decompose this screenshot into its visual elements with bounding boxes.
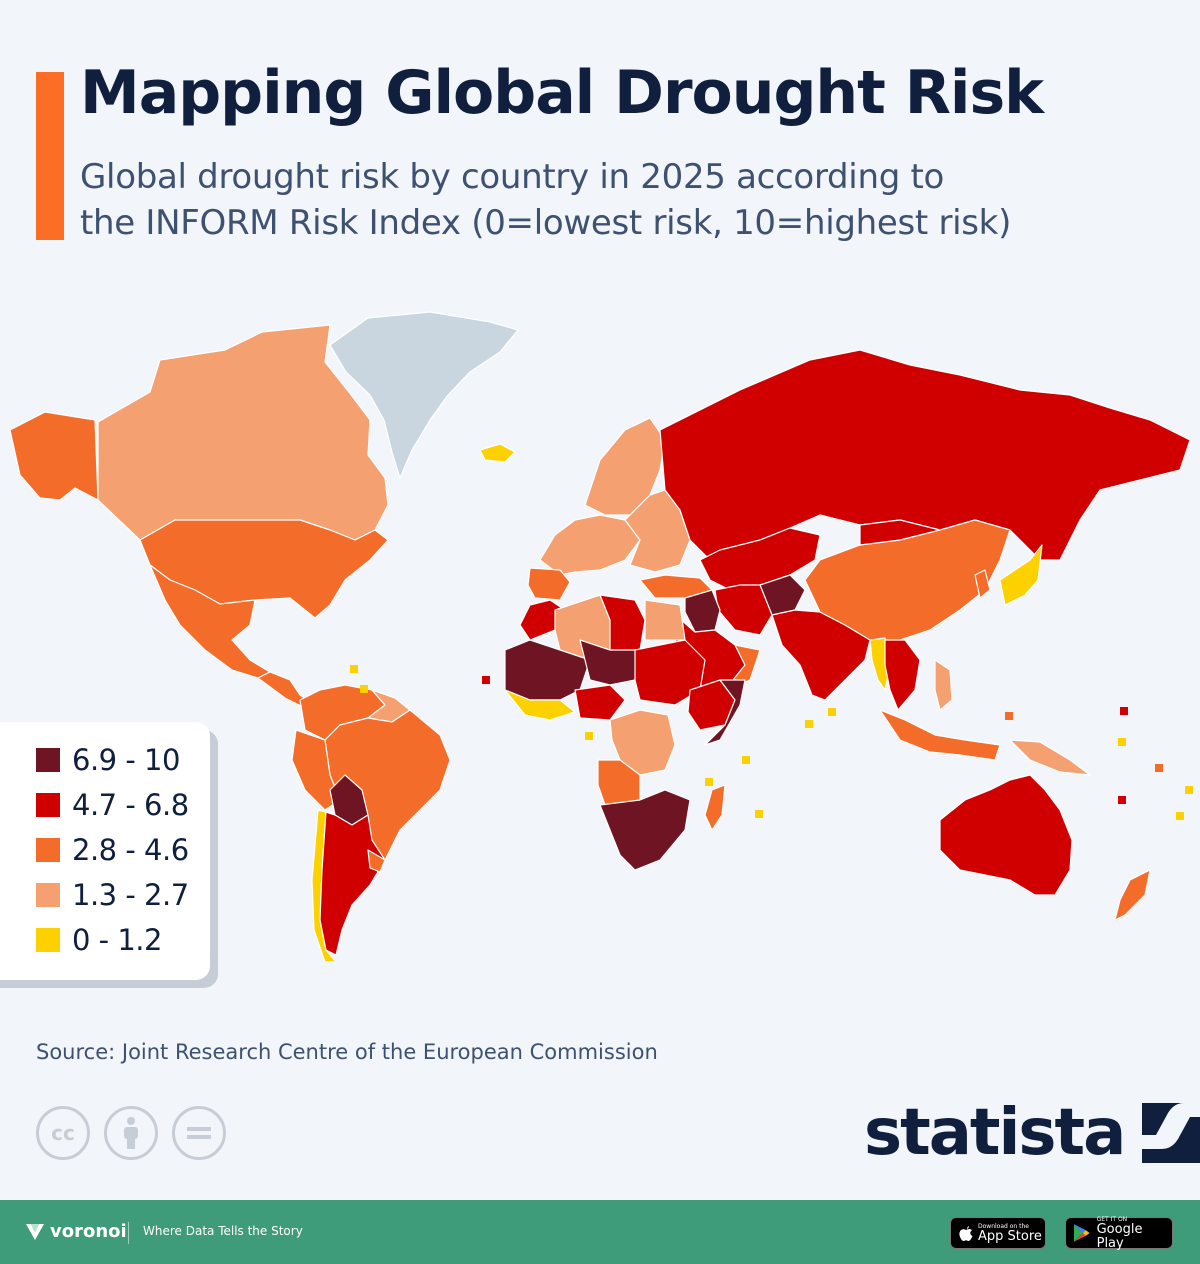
- world-map: [9, 311, 1193, 963]
- map-region-madagascar: [704, 784, 726, 831]
- map-island-marker: [1176, 812, 1184, 820]
- map-island-marker: [705, 778, 713, 786]
- map-region-uruguay: [367, 849, 386, 873]
- map-island-marker: [1118, 738, 1126, 746]
- app-store-button[interactable]: Download on the App Store: [950, 1217, 1046, 1249]
- app-store-label: App Store: [978, 1228, 1042, 1244]
- map-region-eastern-europe: [624, 489, 691, 573]
- title-accent-bar: [36, 72, 64, 240]
- map-region-japan: [999, 544, 1043, 606]
- attribution-icon[interactable]: [104, 1106, 158, 1160]
- map-region-iberia: [527, 567, 571, 601]
- map-island-marker: [1005, 712, 1013, 720]
- legend-label: 0 - 1.2: [72, 923, 162, 957]
- map-island-marker: [742, 756, 750, 764]
- legend-swatch: [36, 883, 60, 907]
- footer-bar: voronoi Where Data Tells the Story Downl…: [0, 1200, 1200, 1264]
- google-play-label: Google Play: [1096, 1221, 1143, 1251]
- legend-item-1.3-2.7: 1.3 - 2.7: [36, 878, 189, 912]
- map-region-southeast-asia: [884, 639, 921, 711]
- map-region-somalia: [704, 679, 746, 746]
- map-region-papua-new-guinea: [1009, 739, 1091, 776]
- map-region-korea: [974, 569, 991, 599]
- no-derivatives-icon[interactable]: [172, 1106, 226, 1160]
- voronoi-brand[interactable]: voronoi: [24, 1220, 127, 1242]
- map-region-chad-sudan: [634, 639, 706, 706]
- legend-swatch: [36, 793, 60, 817]
- footer-divider: [128, 1222, 129, 1244]
- map-island-marker: [360, 685, 368, 693]
- legend-swatch: [36, 928, 60, 952]
- map-region-greenland: [329, 311, 519, 479]
- voronoi-logo-icon: [26, 1224, 44, 1240]
- map-island-marker: [828, 708, 836, 716]
- source-note: Source: Joint Research Centre of the Eur…: [36, 1040, 658, 1064]
- legend-item-6.9-10: 6.9 - 10: [36, 743, 180, 777]
- subtitle-line-2: the INFORM Risk Index (0=lowest risk, 10…: [80, 203, 1012, 243]
- map-region-western-europe: [539, 514, 641, 576]
- apple-icon: [959, 1226, 973, 1241]
- map-region-nigeria: [574, 684, 626, 721]
- map-region-mongolia: [859, 519, 941, 546]
- map-region-philippines: [934, 659, 953, 711]
- page-subtitle: Global drought risk by country in 2025 a…: [80, 154, 1140, 246]
- google-play-small-label: GET IT ON: [1096, 1215, 1128, 1223]
- brand-wordmark: statista: [864, 1096, 1126, 1170]
- legend-item-2.8-4.6: 2.8 - 4.6: [36, 833, 189, 867]
- legend-item-4.7-6.8: 4.7 - 6.8: [36, 788, 189, 822]
- legend-swatch: [36, 748, 60, 772]
- statista-logo-icon: [1142, 1103, 1200, 1163]
- map-region-indonesia: [879, 709, 1001, 761]
- page-title: Mapping Global Drought Risk: [80, 58, 1044, 128]
- map-island-marker: [1120, 707, 1128, 715]
- map-region-india-pakistan: [771, 609, 871, 701]
- map-island-marker: [350, 665, 358, 673]
- map-island-marker: [805, 720, 813, 728]
- map-region-iceland: [479, 443, 516, 463]
- legend-label: 4.7 - 6.8: [72, 788, 189, 822]
- map-island-marker: [585, 732, 593, 740]
- google-play-button[interactable]: GET IT ON Google Play: [1065, 1215, 1173, 1251]
- legend-label: 2.8 - 4.6: [72, 833, 189, 867]
- voronoi-name: voronoi: [50, 1220, 127, 1242]
- map-island-marker: [755, 810, 763, 818]
- footer-tagline: Where Data Tells the Story: [143, 1224, 303, 1238]
- map-region-egypt: [644, 599, 686, 641]
- map-legend: 6.9 - 10 4.7 - 6.8 2.8 - 4.6 1.3 - 2.7 0…: [0, 722, 210, 980]
- map-island-marker: [1185, 786, 1193, 794]
- map-region-iraq-syria: [684, 589, 721, 633]
- map-region-argentina: [319, 811, 386, 956]
- legend-item-0-1.2: 0 - 1.2: [36, 923, 162, 957]
- cc-icon[interactable]: cc: [36, 1106, 90, 1160]
- map-island-marker: [1155, 764, 1163, 772]
- map-region-mexico: [149, 564, 271, 679]
- map-region-iran: [714, 584, 773, 636]
- legend-swatch: [36, 838, 60, 862]
- legend-label: 6.9 - 10: [72, 743, 180, 777]
- map-region-namibia-south-africa: [599, 789, 691, 871]
- subtitle-line-1: Global drought risk by country in 2025 a…: [80, 157, 945, 197]
- map-region-alaska: [9, 411, 99, 501]
- statista-brand[interactable]: statista: [864, 1098, 1200, 1168]
- map-region-west-africa-coast: [504, 689, 576, 721]
- map-region-australia: [939, 774, 1073, 896]
- legend-label: 1.3 - 2.7: [72, 878, 189, 912]
- map-region-new-zealand: [1114, 869, 1151, 921]
- map-island-marker: [482, 676, 490, 684]
- map-island-marker: [1118, 796, 1126, 804]
- map-region-dr-congo: [609, 709, 676, 776]
- app-store-small-label: Download on the: [978, 1222, 1029, 1230]
- license-icons: cc: [36, 1106, 226, 1160]
- google-play-icon: [1073, 1224, 1090, 1242]
